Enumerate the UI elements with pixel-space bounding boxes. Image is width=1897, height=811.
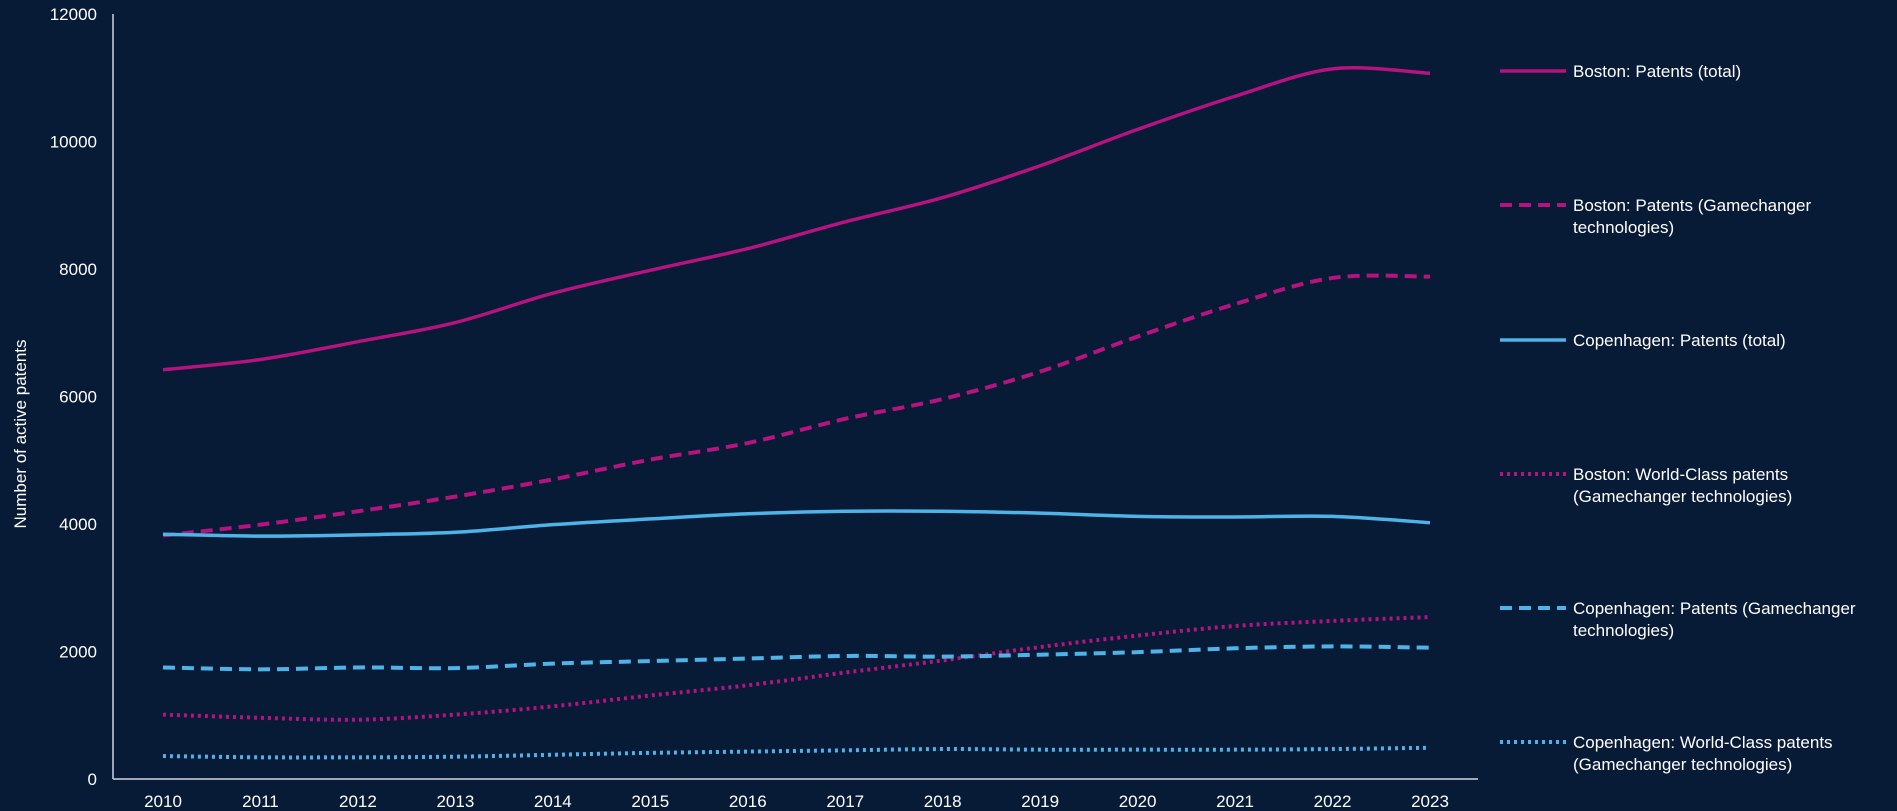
series-line-1 bbox=[162, 66, 1431, 372]
x-tick-label: 2016 bbox=[729, 792, 767, 811]
series-line-6 bbox=[162, 745, 1431, 760]
x-tick-label: 2023 bbox=[1411, 792, 1449, 811]
x-tick-label: 2019 bbox=[1021, 792, 1059, 811]
x-tick-label: 2011 bbox=[242, 792, 279, 811]
y-tick-label: 0 bbox=[88, 770, 97, 789]
series-line-4 bbox=[162, 615, 1431, 722]
x-tick-label: 2014 bbox=[534, 792, 572, 811]
x-tick-label: 2020 bbox=[1119, 792, 1157, 811]
series-layer bbox=[162, 66, 1431, 760]
y-tick-label: 12000 bbox=[50, 5, 97, 24]
x-tick-label: 2010 bbox=[144, 792, 182, 811]
y-tick-label: 6000 bbox=[59, 388, 97, 407]
x-axis-ticks: 2010 2011 2012 2013 2014 2015 2016 2017 2018 2019… bbox=[144, 792, 1449, 811]
x-tick-label: 2015 bbox=[631, 792, 669, 811]
legend-label-1: Boston: Patents (total) bbox=[1573, 62, 1741, 81]
y-axis-ticks: 0 2000 4000 6000 8000 10000 12000 bbox=[50, 5, 97, 789]
x-tick-label: 2012 bbox=[339, 792, 377, 811]
x-tick-label: 2013 bbox=[436, 792, 474, 811]
legend-label-3: Copenhagen: Patents (total) bbox=[1573, 331, 1786, 350]
legend-label-2: Boston: Patents (Gamechanger bbox=[1573, 196, 1811, 215]
x-tick-label: 2021 bbox=[1216, 792, 1254, 811]
x-tick-label: 2022 bbox=[1314, 792, 1352, 811]
legend-label-4: (Gamechanger technologies) bbox=[1573, 487, 1792, 506]
y-tick-label: 2000 bbox=[59, 643, 97, 662]
legend: Boston: Patents (total) Boston: Patents (… bbox=[1500, 62, 1856, 774]
legend-label-2: technologies) bbox=[1573, 218, 1674, 237]
legend-label-6: (Gamechanger technologies) bbox=[1573, 755, 1792, 774]
x-tick-label: 2018 bbox=[924, 792, 962, 811]
legend-label-5: technologies) bbox=[1573, 621, 1674, 640]
y-axis-title: Number of active patents bbox=[11, 340, 30, 529]
x-tick-label: 2017 bbox=[826, 792, 864, 811]
series-line-3 bbox=[162, 509, 1431, 538]
y-tick-label: 8000 bbox=[59, 260, 97, 279]
legend-label-4: Boston: World-Class patents bbox=[1573, 465, 1788, 484]
legend-label-6: Copenhagen: World-Class patents bbox=[1573, 733, 1833, 752]
y-tick-label: 4000 bbox=[59, 515, 97, 534]
y-tick-label: 10000 bbox=[50, 133, 97, 152]
series-line-2 bbox=[162, 273, 1431, 538]
legend-label-5: Copenhagen: Patents (Gamechanger bbox=[1573, 599, 1856, 618]
series-line-5 bbox=[162, 644, 1431, 672]
